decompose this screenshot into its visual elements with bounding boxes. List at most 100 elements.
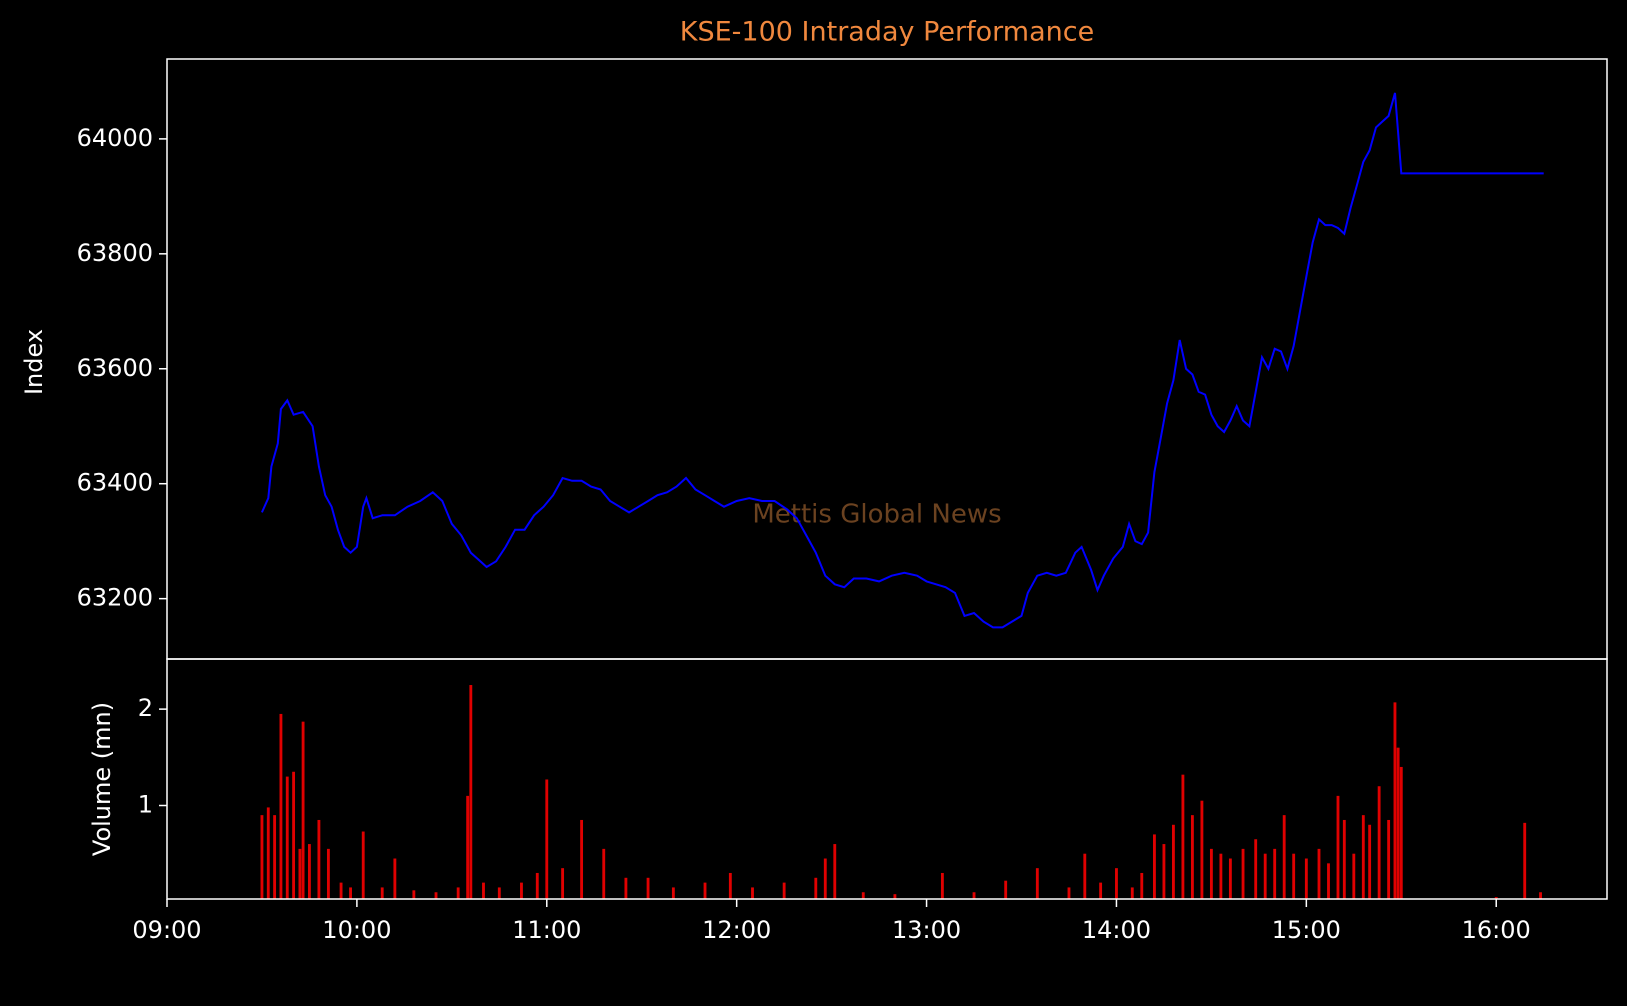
volume-bar [298, 848, 302, 899]
volume-bar [317, 819, 321, 899]
x-tick-label: 12:00 [702, 916, 771, 944]
volume-bar [972, 892, 976, 899]
volume-bar [580, 819, 584, 899]
volume-bar [861, 892, 865, 899]
volume-bar [1273, 848, 1277, 899]
volume-bar [1190, 815, 1194, 899]
volume-bar [1140, 872, 1144, 899]
y-tick-label: 1 [138, 791, 153, 819]
volume-bar [751, 887, 754, 899]
volume-bar [279, 713, 283, 899]
volume-bar [1387, 819, 1391, 899]
y-tick-label: 2 [138, 694, 153, 722]
x-tick-label: 10:00 [322, 916, 391, 944]
volume-bar [380, 887, 384, 899]
volume-bar [545, 779, 549, 899]
volume-bar [940, 872, 944, 899]
volume-bar [1083, 853, 1087, 899]
volume-bar [782, 882, 786, 899]
volume-bar [326, 848, 330, 899]
volume-bar [1209, 848, 1213, 899]
volume-bar [1327, 863, 1330, 899]
volume-bar [292, 771, 296, 899]
volume-bar [285, 776, 289, 899]
volume-bar [1317, 848, 1321, 899]
volume-bar [1304, 858, 1308, 899]
volume-bar [1523, 822, 1527, 899]
volume-bar [1181, 774, 1185, 899]
volume-bar [728, 872, 732, 899]
volume-bar [361, 831, 365, 899]
volume-bar [260, 815, 264, 899]
x-tick-label: 11:00 [512, 916, 581, 944]
volume-bar [301, 721, 305, 899]
volume-bar [497, 887, 501, 899]
volume-bar [266, 807, 270, 899]
volume-bar [1282, 815, 1286, 899]
volume-bar [1352, 853, 1356, 899]
x-tick-label: 15:00 [1272, 916, 1341, 944]
axes-frame [166, 658, 1608, 900]
volume-bar [1115, 868, 1118, 899]
x-tick-label: 14:00 [1082, 916, 1151, 944]
x-tick-label: 09:00 [132, 916, 201, 944]
volume-bar [349, 887, 352, 899]
volume-bar [1336, 795, 1340, 899]
volume-bar [466, 795, 470, 899]
volume-bar [456, 887, 460, 899]
volume-bar [1361, 815, 1365, 899]
y-axis-label: Volume (mn) [88, 702, 116, 856]
volume-bar [520, 882, 523, 899]
volume-bar [1399, 766, 1403, 899]
volume-bar [671, 887, 675, 899]
volume-bar [1219, 853, 1223, 899]
volume-bar [273, 815, 277, 899]
volume-bar [1292, 853, 1296, 899]
index-line [260, 92, 1544, 629]
volume-bar [412, 890, 416, 899]
volume-bar [393, 858, 397, 899]
volume-bar [646, 877, 650, 899]
chart-title: KSE-100 Intraday Performance [680, 17, 1094, 48]
x-tick-label: 16:00 [1462, 916, 1531, 944]
volume-bar [1393, 702, 1397, 899]
y-tick-label: 64000 [77, 124, 153, 152]
volume-bar [1494, 897, 1498, 899]
volume-bar [1368, 824, 1372, 899]
volume-bar [1228, 858, 1232, 899]
volume-bar [1396, 747, 1400, 899]
y-tick-label: 63400 [77, 469, 153, 497]
x-tick-label: 13:00 [892, 916, 961, 944]
volume-bar [814, 877, 818, 899]
volume-bar [1162, 844, 1166, 899]
volume-bar [1099, 882, 1103, 899]
volume-bar [434, 892, 438, 899]
watermark: Mettis Global News [752, 500, 1001, 530]
volume-bar [1153, 834, 1156, 899]
y-axis-label: Index [20, 329, 48, 395]
volume-bar [1377, 786, 1381, 899]
volume-bar [823, 858, 827, 899]
volume-bar [1241, 848, 1245, 899]
volume-bar [482, 882, 485, 899]
volume-bar [469, 685, 473, 899]
volume-bar [1200, 800, 1204, 899]
volume-bar [893, 894, 897, 899]
volume-bar [1171, 824, 1175, 899]
volume-bar [602, 848, 606, 899]
plot-area: 63200 63400 63600 63800 64000 1 2 09:00 10:00 11:… [77, 92, 1544, 944]
volume-bar [703, 882, 707, 899]
y-tick-label: 63200 [77, 584, 153, 612]
volume-bar [1004, 880, 1008, 899]
volume-bar [833, 844, 837, 899]
volume-bar [535, 872, 539, 899]
y-tick-label: 63800 [77, 239, 153, 267]
volume-bar [1035, 868, 1039, 899]
volume-bar [1254, 839, 1258, 899]
volume-bar [1539, 892, 1542, 899]
volume-bar [624, 877, 628, 899]
volume-bar [1342, 819, 1346, 899]
volume-bar [561, 868, 565, 899]
